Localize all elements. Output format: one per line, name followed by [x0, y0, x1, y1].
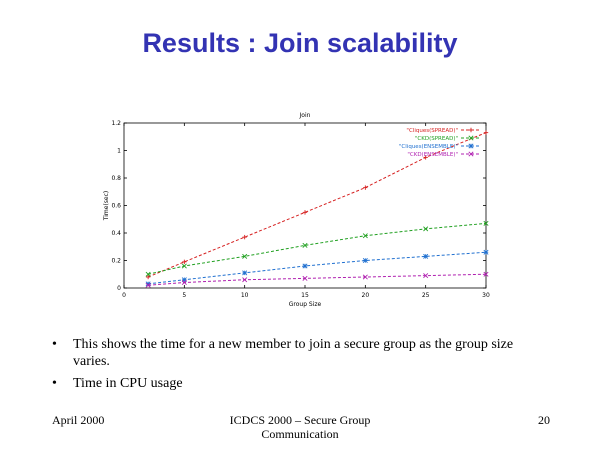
- bullet-text: This shows the time for a new member to …: [73, 337, 514, 369]
- legend-marker-1: [468, 127, 474, 133]
- y-tick-label: 0.4: [111, 230, 121, 237]
- chart-title: Join: [299, 112, 311, 119]
- series-3-point: [302, 263, 308, 269]
- x-axis-label: Group Size: [289, 301, 322, 308]
- x-tick-label: 25: [422, 292, 430, 299]
- series-2-point: [181, 263, 187, 269]
- series-4-point: [181, 279, 187, 286]
- legend-label-3: "Cliques(ENSEMBLE)": [399, 144, 458, 150]
- series-4-point: [423, 273, 429, 279]
- y-tick-label: 0.2: [111, 258, 121, 265]
- legend-label-4: "CKD(ENSEMBLE)": [407, 152, 458, 158]
- legend-label-1: "Cliques(SPREAD)": [406, 128, 458, 134]
- legend-label-2: "CKD(SPREAD)": [415, 136, 458, 142]
- bullet-item: • This shows the time for a new member t…: [50, 336, 550, 370]
- series-2-point: [302, 242, 308, 248]
- legend-marker-2: [468, 135, 474, 141]
- series-2-point: [423, 226, 429, 232]
- footer-conference: ICDCS 2000 – Secure Group Communication: [200, 413, 400, 441]
- series-1-point: [483, 130, 489, 135]
- x-tick-label: 10: [241, 292, 249, 299]
- bullet-item: • Time in CPU usage: [50, 375, 550, 392]
- bullet-dot: •: [52, 337, 57, 352]
- bullet-list: • This shows the time for a new member t…: [50, 336, 550, 397]
- series-4-point: [242, 277, 248, 283]
- x-tick-label: 5: [182, 292, 186, 299]
- legend-marker-4: [468, 151, 474, 157]
- series-3-point: [242, 270, 248, 276]
- series-3-point: [483, 249, 489, 255]
- footer-page-number: 20: [538, 413, 550, 427]
- y-tick-label: 1.2: [111, 120, 121, 127]
- series-4-point: [145, 282, 151, 288]
- footer-conference-line1: ICDCS 2000 – Secure Group: [229, 413, 371, 427]
- x-tick-label: 30: [482, 292, 490, 299]
- bullet-dot: •: [52, 376, 57, 391]
- series-1-point: [242, 234, 247, 240]
- series-1-point: [182, 259, 187, 265]
- y-axis-label: Time(sec): [103, 191, 110, 221]
- footer-conference-line2: Communication: [261, 427, 339, 441]
- slide-title: Results : Join scalability: [142, 28, 458, 58]
- x-tick-label: 15: [301, 292, 309, 299]
- series-line-3: [148, 251, 487, 285]
- series-line-4: [148, 273, 487, 286]
- series-3-point: [423, 253, 429, 259]
- series-1-point: [363, 185, 368, 190]
- series-2-point: [145, 271, 151, 277]
- x-tick-label: 20: [362, 292, 370, 299]
- series-2-point: [362, 233, 368, 239]
- series-1-point: [145, 274, 151, 280]
- series-4-point: [302, 275, 308, 281]
- footer-date: April 2000: [52, 413, 105, 427]
- series-2-point: [242, 253, 248, 259]
- y-tick-label: 0.6: [111, 203, 121, 210]
- series-2-point: [483, 220, 489, 226]
- legend-marker-3: [468, 143, 474, 149]
- series-1-point: [423, 155, 428, 160]
- series-4-point: [362, 274, 368, 280]
- series-line-2: [148, 222, 487, 275]
- y-tick-label: 0: [117, 285, 121, 292]
- series-3-point: [362, 257, 368, 264]
- x-tick-label: 0: [122, 292, 126, 299]
- series-4-point: [483, 271, 489, 277]
- y-tick-label: 0.8: [111, 175, 121, 182]
- join-chart: 0 5 10 15 20 25 30 0 0.2 0.4 0.6 0.8 1 1.2 Join Group S…: [103, 112, 490, 308]
- series-1-point: [302, 210, 308, 215]
- bullet-text: Time in CPU usage: [73, 376, 183, 391]
- y-tick-label: 1: [117, 148, 121, 155]
